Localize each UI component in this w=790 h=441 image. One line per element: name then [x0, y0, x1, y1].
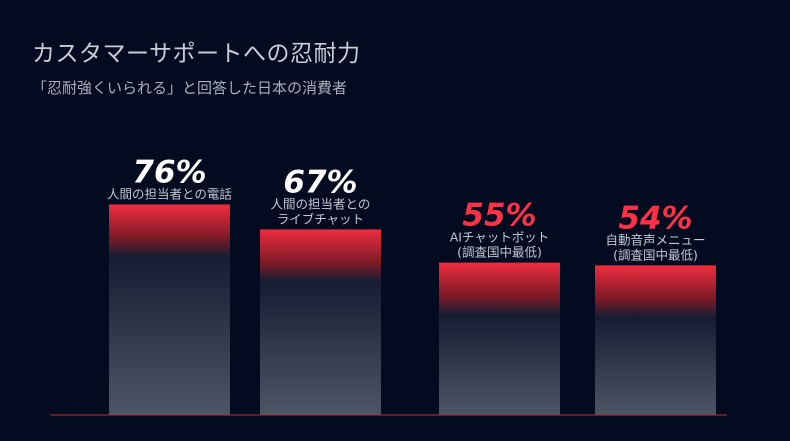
bar-2: [260, 229, 381, 415]
bar-label-2: ライブチャット: [277, 211, 364, 226]
chart-title: カスタマーサポートへの忍耐力: [32, 41, 361, 67]
bar-label-1: 人間の担当者との電話: [107, 186, 232, 201]
value-label-3: 55%: [462, 198, 536, 234]
chart-subtitle: 「忍耐強くいられる」と回答した日本の消費者: [32, 79, 348, 97]
bar-3: [439, 262, 560, 415]
value-label-4: 54%: [618, 200, 692, 236]
value-label-1: 76%: [132, 154, 206, 190]
value-label-2: 67%: [283, 164, 357, 200]
bar-1: [109, 204, 230, 415]
bar-label-2: 人間の担当者との: [271, 196, 371, 211]
bar-label-4: 自動音声メニュー: [605, 232, 705, 247]
bar-label-3: (調査国中最低): [457, 245, 542, 260]
bar-label-3: AIチャットボット: [450, 230, 550, 245]
bar-4: [595, 265, 716, 415]
bar-label-4: (調査国中最低): [613, 247, 698, 262]
